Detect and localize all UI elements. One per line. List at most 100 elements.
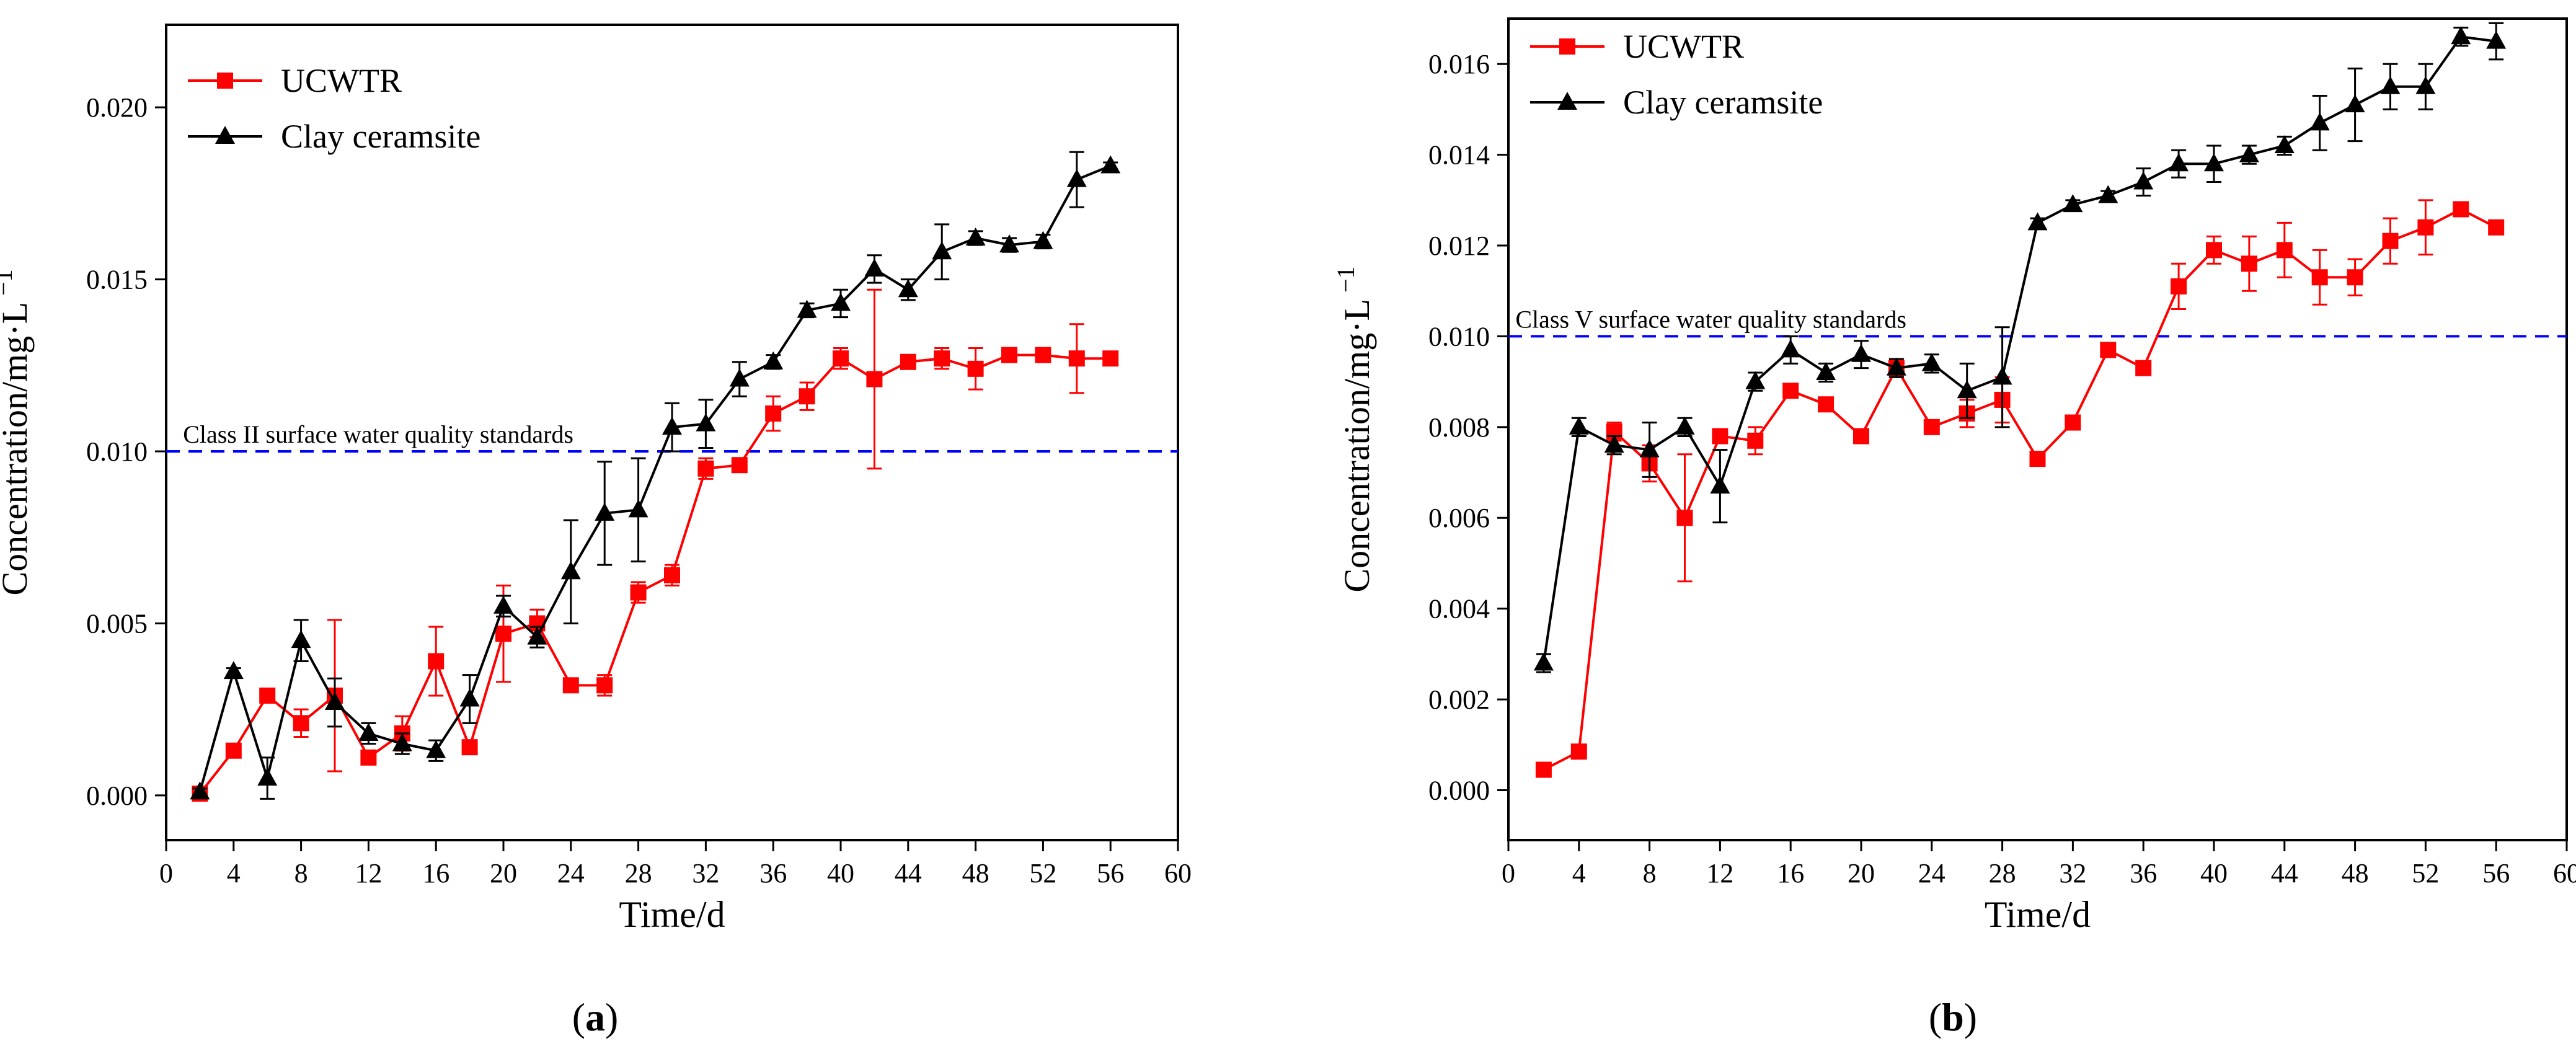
y-tick-label: 0.020 — [86, 92, 148, 123]
x-tick-label: 12 — [355, 858, 382, 888]
data-point — [2453, 201, 2469, 218]
y-axis-label-main: Concentration/mg·L — [0, 302, 35, 596]
data-point — [1639, 439, 1660, 458]
data-point — [494, 595, 513, 614]
data-point — [1535, 761, 1552, 778]
y-tick-label: 0.000 — [1428, 775, 1490, 805]
series-line — [198, 164, 1111, 792]
panel-b: 0 4 8 12 16 20 24 28 32 36 40 44 48 52 56 600.0000.0020… — [1332, 17, 2576, 1039]
data-point — [426, 740, 446, 758]
data-point — [291, 630, 311, 649]
x-tick-label: 52 — [1029, 858, 1056, 888]
x-tick-label: 40 — [2200, 858, 2228, 888]
panel-letter: a — [585, 995, 605, 1039]
data-point — [325, 692, 345, 711]
panel-letter: b — [1942, 995, 1964, 1039]
data-point — [2311, 269, 2328, 286]
series-ucwtr — [192, 288, 1119, 802]
data-point — [293, 715, 309, 732]
data-point — [898, 279, 918, 298]
data-point — [595, 502, 615, 521]
data-point — [1712, 428, 1728, 445]
x-tick-label: 24 — [1918, 858, 1945, 888]
x-tick-label: 56 — [2482, 858, 2510, 888]
data-point — [932, 241, 952, 260]
data-point — [259, 687, 276, 704]
data-point — [797, 299, 817, 318]
data-point — [1818, 396, 1835, 413]
legend-marker — [1557, 92, 1577, 110]
y-axis-label-superscript: −1 — [0, 269, 17, 296]
data-point — [2171, 278, 2187, 294]
y-axis-label: Concentration/mg·L −1 — [1332, 266, 1377, 592]
x-tick-label: 4 — [1572, 858, 1586, 888]
data-point — [833, 350, 849, 367]
y-tick-label: 0.010 — [1428, 321, 1490, 352]
legend-marker — [217, 73, 233, 89]
legend-entry-ucwtr: UCWTR — [188, 62, 402, 99]
data-point — [2415, 76, 2436, 94]
data-point — [1569, 416, 1589, 435]
x-axis-label: Time/d — [619, 894, 725, 935]
panel-label: (a) — [572, 995, 619, 1039]
data-point — [1851, 343, 1871, 362]
y-tick-label: 0.000 — [86, 781, 148, 811]
data-point — [765, 405, 782, 422]
x-tick-label: 36 — [2130, 858, 2157, 888]
data-point — [731, 457, 748, 474]
x-axis-label: Time/d — [1985, 894, 2091, 935]
data-point — [2029, 451, 2046, 467]
data-point — [662, 417, 682, 435]
x-tick-label: 16 — [1777, 858, 1804, 888]
data-point — [2135, 360, 2152, 376]
x-tick-label: 20 — [1848, 858, 1875, 888]
series-clay-ceramsite — [190, 151, 1121, 800]
data-point — [900, 353, 916, 370]
x-tick-label: 32 — [692, 858, 719, 888]
data-point — [2098, 185, 2118, 203]
y-tick-label: 0.014 — [1428, 140, 1490, 170]
data-point — [1604, 435, 1624, 453]
data-point — [1747, 432, 1764, 449]
series-ucwtr — [1535, 199, 2505, 778]
x-tick-label: 48 — [962, 858, 989, 888]
y-tick-label: 0.005 — [86, 608, 148, 639]
x-tick-label: 52 — [2412, 858, 2439, 888]
data-point — [223, 661, 244, 680]
standard-line-label: Class V surface water quality standards — [1515, 305, 1906, 333]
x-tick-label: 56 — [1097, 858, 1124, 888]
data-point — [2347, 269, 2363, 286]
legend-label: Clay ceramsite — [1623, 84, 1823, 121]
data-point — [1921, 353, 1942, 371]
x-tick-label: 36 — [759, 858, 787, 888]
data-point — [763, 351, 784, 370]
data-point — [2276, 242, 2293, 259]
data-point — [628, 499, 648, 518]
data-point — [392, 733, 412, 751]
data-point — [1782, 383, 1799, 399]
x-tick-label: 44 — [2271, 858, 2298, 888]
x-tick-label: 0 — [1502, 858, 1515, 888]
x-tick-label: 24 — [557, 858, 585, 888]
x-tick-label: 40 — [827, 858, 854, 888]
series-line — [1542, 35, 2497, 663]
data-point — [1533, 652, 1554, 671]
data-point — [459, 688, 480, 707]
data-point — [2169, 153, 2189, 172]
x-tick-label: 28 — [625, 858, 652, 888]
data-point — [697, 460, 714, 477]
data-point — [2380, 76, 2401, 94]
data-point — [2241, 255, 2257, 272]
data-point — [562, 677, 579, 694]
y-axis-label-main: Concentration/mg·L — [1337, 299, 1377, 593]
data-point — [2345, 94, 2365, 113]
data-point — [866, 371, 883, 388]
series-line — [1543, 208, 2497, 771]
data-point — [2027, 212, 2048, 231]
legend-entry-ucwtr: UCWTR — [1530, 28, 1744, 65]
data-point — [461, 739, 478, 756]
data-point — [2133, 171, 2154, 190]
x-tick-label: 60 — [1164, 858, 1192, 888]
data-point — [1033, 231, 1053, 249]
